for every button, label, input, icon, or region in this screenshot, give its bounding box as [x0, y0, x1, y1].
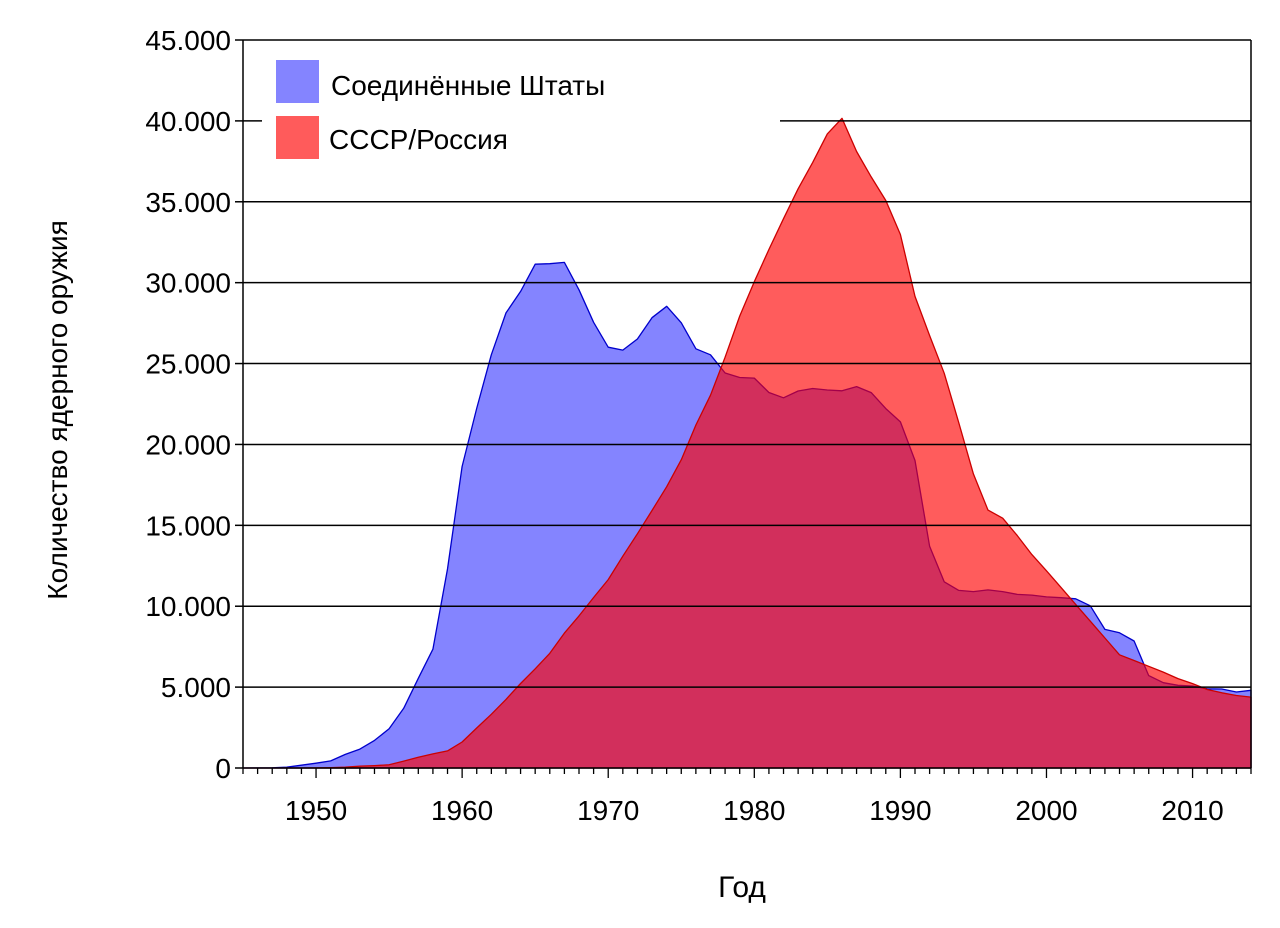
- x-tick-label-1950: 1950: [285, 795, 347, 826]
- y-tick-label-45000: 45.000: [145, 25, 231, 56]
- y-tick-label-40000: 40.000: [145, 106, 231, 137]
- area-series-1: [242, 117, 1252, 769]
- series-areas: [242, 117, 1252, 769]
- x-tick-label-2010: 2010: [1161, 795, 1223, 826]
- y-tick-label-5000: 5.000: [161, 672, 231, 703]
- y-tick-label-10000: 10.000: [145, 591, 231, 622]
- y-axis-label: Количество ядерного оружия: [42, 220, 73, 599]
- legend-swatch-ussr-russia: [276, 116, 319, 159]
- x-tick-label-1960: 1960: [431, 795, 493, 826]
- legend-label-us: Соединённые Штаты: [331, 70, 605, 101]
- x-tick-label-1980: 1980: [723, 795, 785, 826]
- y-tick-label-20000: 20.000: [145, 429, 231, 460]
- legend-background: [262, 48, 780, 166]
- legend-label-ussr-russia: СССР/Россия: [329, 124, 508, 155]
- legend-swatch-us: [276, 60, 319, 103]
- x-tick-label-2000: 2000: [1015, 795, 1077, 826]
- x-tick-label-1970: 1970: [577, 795, 639, 826]
- y-tick-label-25000: 25.000: [145, 349, 231, 380]
- x-tick-label-1990: 1990: [869, 795, 931, 826]
- y-tick-label-0: 0: [215, 753, 231, 784]
- y-tick-label-30000: 30.000: [145, 268, 231, 299]
- y-tick-label-15000: 15.000: [145, 510, 231, 541]
- x-axis-label: Год: [718, 871, 766, 904]
- y-tick-label-35000: 35.000: [145, 187, 231, 218]
- legend: Соединённые Штаты СССР/Россия: [262, 48, 780, 166]
- axes: 0 5.000 10.000 15.000 20.000 25.000 30.000 35.0…: [145, 25, 1252, 826]
